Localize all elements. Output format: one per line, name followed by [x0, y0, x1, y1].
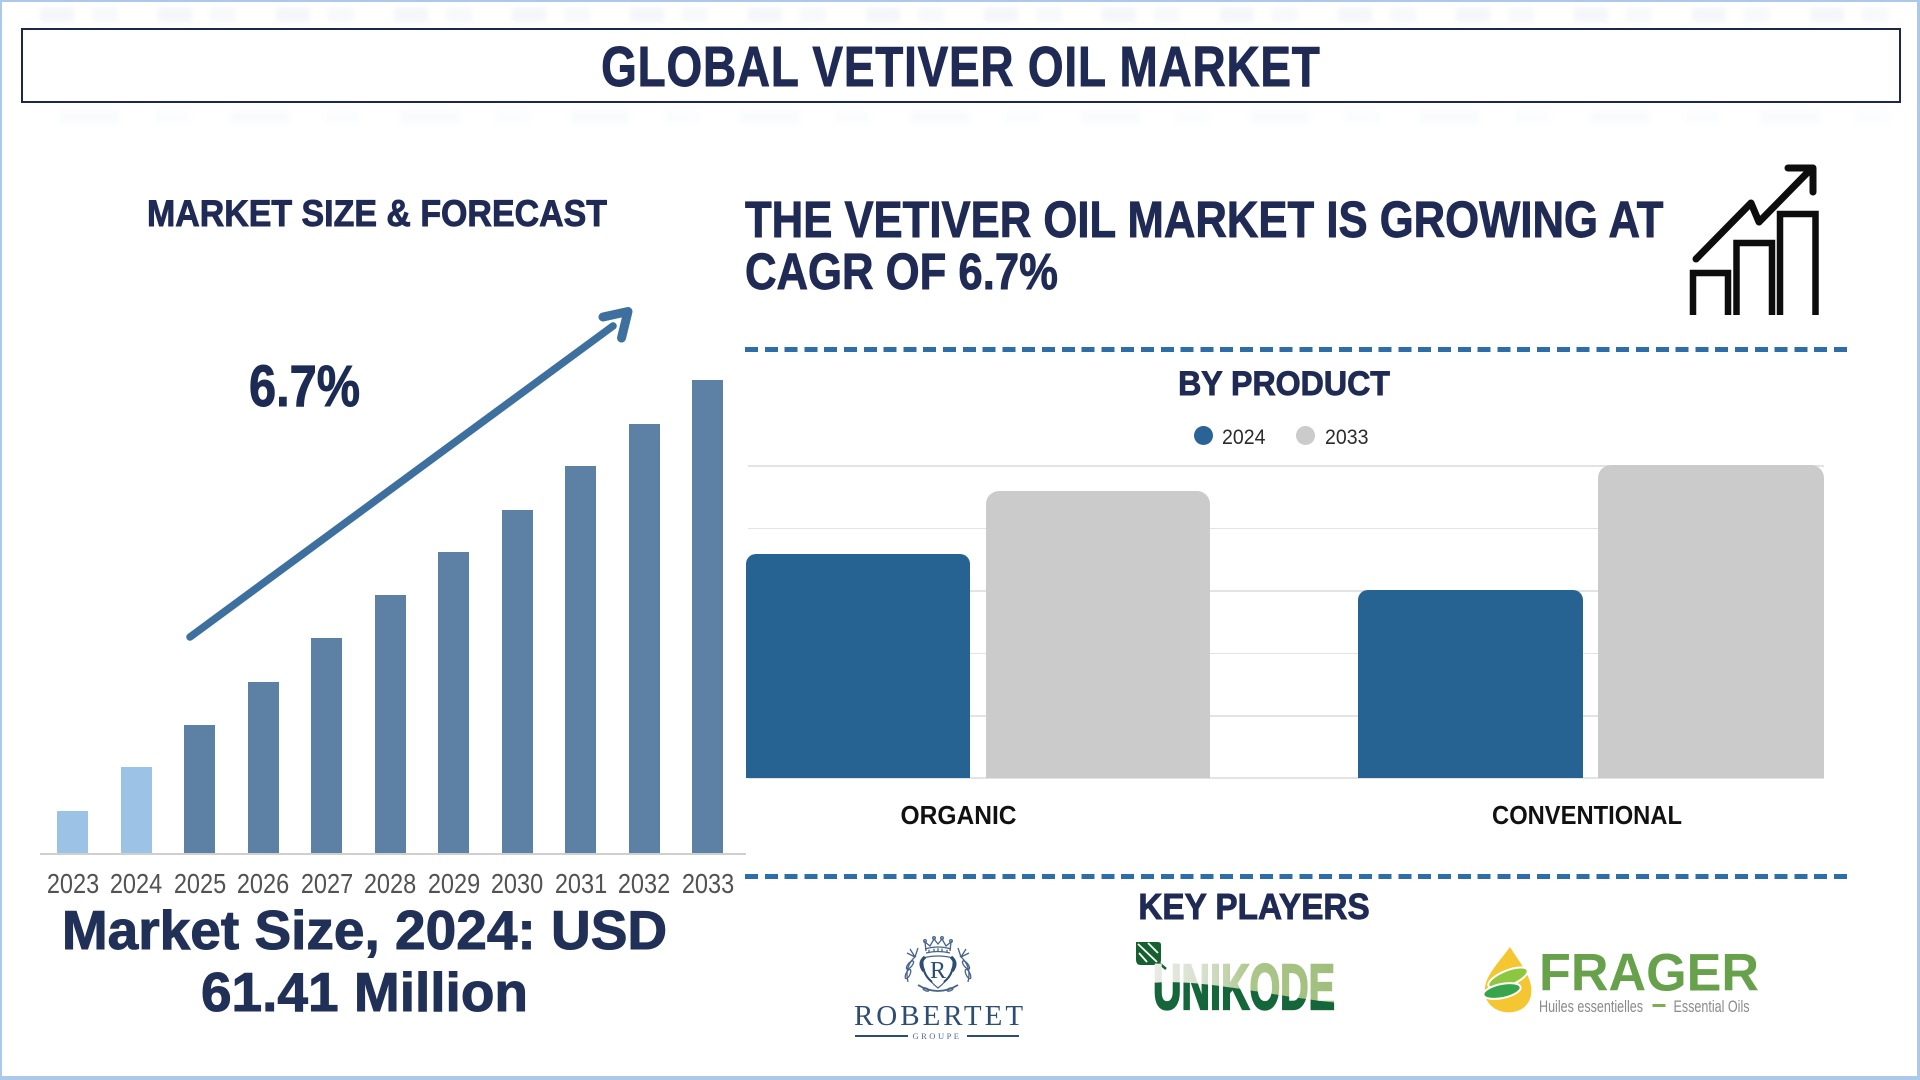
svg-text:Huiles essentielles: Huiles essentielles	[1539, 998, 1643, 1016]
svg-text:Essential Oils: Essential Oils	[1674, 998, 1750, 1016]
svg-text:FRAGER: FRAGER	[1539, 944, 1759, 1003]
svg-text:R: R	[930, 958, 946, 984]
svg-text:UNIKODE: UNIKODE	[1153, 951, 1335, 1018]
